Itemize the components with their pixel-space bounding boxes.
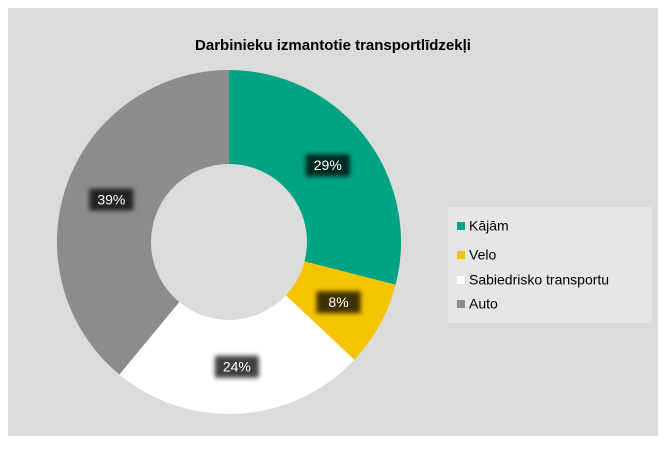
legend-label: Velo	[469, 247, 496, 263]
data-label: 8%	[328, 294, 348, 310]
label-shadow	[214, 355, 259, 378]
legend-swatch	[457, 222, 465, 230]
data-label: 29%	[314, 157, 342, 173]
data-label: 39%	[97, 191, 125, 207]
legend-label: Sabiedrisko transportu	[469, 272, 609, 288]
donut-slice	[119, 295, 355, 414]
label-shadow	[89, 188, 134, 211]
donut-slice	[229, 70, 402, 285]
label-shadow	[316, 291, 361, 314]
chart-title: Darbinieku izmantotie transportlīdzekļi	[195, 37, 471, 54]
data-label: 24%	[223, 358, 251, 374]
donut-slice	[57, 69, 230, 375]
legend-box	[448, 207, 652, 323]
legend-label: Auto	[469, 296, 498, 312]
legend-swatch	[457, 300, 465, 308]
legend-label: Kājām	[469, 218, 509, 234]
label-shadow	[305, 154, 350, 177]
legend-swatch	[457, 276, 465, 284]
legend-swatch	[457, 251, 465, 259]
